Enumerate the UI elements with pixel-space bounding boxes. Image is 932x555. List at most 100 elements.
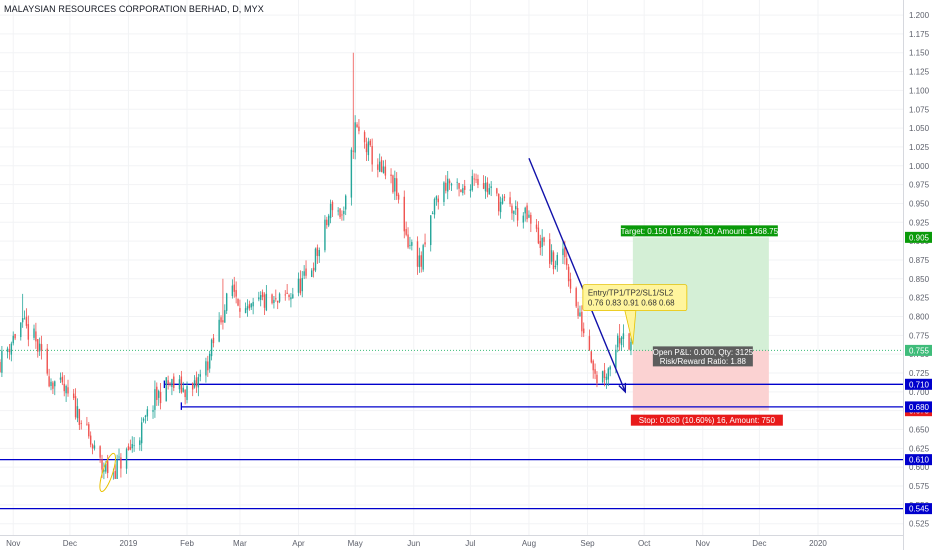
candle-body xyxy=(590,351,593,363)
callout-pointer xyxy=(624,310,637,345)
candle-body xyxy=(222,320,224,323)
candle-body xyxy=(199,374,201,377)
candle-body xyxy=(484,182,487,192)
candle-body xyxy=(456,181,458,183)
price-tick-label: 0.950 xyxy=(909,199,930,208)
candle-body xyxy=(477,178,479,185)
candle-body xyxy=(292,294,294,299)
candle-body xyxy=(329,203,332,219)
candle-body xyxy=(382,166,385,174)
candle-body xyxy=(397,194,400,200)
candle-body xyxy=(301,277,303,292)
price-tick-label: 1.100 xyxy=(909,86,930,95)
candle-body xyxy=(499,201,502,213)
candle-body xyxy=(350,149,353,198)
trend-arrow-head xyxy=(618,382,627,394)
candle-body xyxy=(490,186,492,188)
candle-body xyxy=(473,178,475,180)
candle-body xyxy=(310,270,313,277)
candle-body xyxy=(622,333,625,339)
axis-target-price-text: 0.905 xyxy=(909,233,930,242)
candle-body xyxy=(61,376,64,383)
candle-body xyxy=(407,234,409,248)
candle-body xyxy=(513,210,515,214)
candle-body xyxy=(40,344,43,351)
axis-level-price-badge xyxy=(905,378,932,390)
candle-body xyxy=(615,349,617,369)
candle-body xyxy=(552,252,555,270)
stop-label-badge xyxy=(630,414,783,426)
target-label-text: Target: 0.150 (19.87%) 30, Amount: 1468.… xyxy=(621,227,779,236)
price-tick-label: 0.850 xyxy=(909,275,930,284)
candle-body xyxy=(603,370,606,379)
candle-body xyxy=(363,132,366,143)
candle-body xyxy=(38,343,41,352)
candle-body xyxy=(210,339,213,357)
candle-body xyxy=(352,150,354,152)
candle-body xyxy=(396,178,398,196)
candle-body xyxy=(33,328,35,338)
candle-body xyxy=(101,459,103,470)
candle-body xyxy=(541,237,543,247)
candle-body xyxy=(345,195,347,210)
candle-body xyxy=(522,215,524,223)
candle-body xyxy=(131,443,133,449)
candle-body xyxy=(231,285,234,297)
candle-body xyxy=(103,470,105,472)
time-tick-label: Aug xyxy=(522,539,536,548)
candle-body xyxy=(180,376,183,393)
candle-body xyxy=(569,278,572,289)
candle-body xyxy=(435,196,438,200)
candle-body xyxy=(152,410,154,412)
candle-body xyxy=(50,381,52,386)
price-tick-label: 1.150 xyxy=(909,49,930,58)
highlight-ellipse[interactable] xyxy=(97,452,119,493)
candle-body xyxy=(12,335,14,344)
candle-body xyxy=(178,379,181,390)
candle-body xyxy=(486,182,489,193)
candle-body xyxy=(464,185,466,190)
price-tick-label: 1.175 xyxy=(909,30,930,39)
candle-body xyxy=(530,214,532,224)
candle-body xyxy=(146,409,149,417)
candle-body xyxy=(605,376,608,381)
candle-body xyxy=(554,265,557,268)
price-tick-label: 0.800 xyxy=(909,312,930,321)
candle-body xyxy=(305,268,307,276)
candle-body xyxy=(225,293,228,311)
candle-body xyxy=(239,308,241,312)
candle-body xyxy=(165,377,167,402)
price-tick-label: 0.925 xyxy=(909,218,930,227)
candle-body xyxy=(384,166,387,176)
price-tick-label: 0.725 xyxy=(909,369,930,378)
trend-arrow-line[interactable] xyxy=(528,157,626,393)
time-tick-label: Apr xyxy=(292,539,305,548)
candle-body xyxy=(581,311,583,332)
candle-body xyxy=(197,377,200,388)
candle-body xyxy=(20,322,22,338)
candle-body xyxy=(392,175,394,193)
candle-body xyxy=(173,376,175,388)
candle-body xyxy=(326,219,328,226)
candle-body xyxy=(564,247,566,258)
candle-body xyxy=(237,298,239,306)
candle-body xyxy=(343,210,345,215)
candle-body xyxy=(59,377,62,380)
time-tick-label: Nov xyxy=(6,539,20,548)
candle-body xyxy=(63,383,65,392)
candle-body xyxy=(0,362,1,373)
pnl-line1: Open P&L: 0.000, Qty: 3125 xyxy=(653,348,754,357)
candle-body xyxy=(628,333,630,350)
candle-body xyxy=(48,376,50,387)
candle-body xyxy=(261,292,264,297)
candle-body xyxy=(630,341,632,351)
candle-body xyxy=(233,284,235,292)
candle-body xyxy=(316,247,319,256)
candle-body xyxy=(377,164,379,170)
candle-body xyxy=(475,179,477,181)
price-tick-label: 0.975 xyxy=(909,181,930,190)
axis-current-price-text: 0.755 xyxy=(909,346,930,355)
candle-body xyxy=(424,242,426,245)
